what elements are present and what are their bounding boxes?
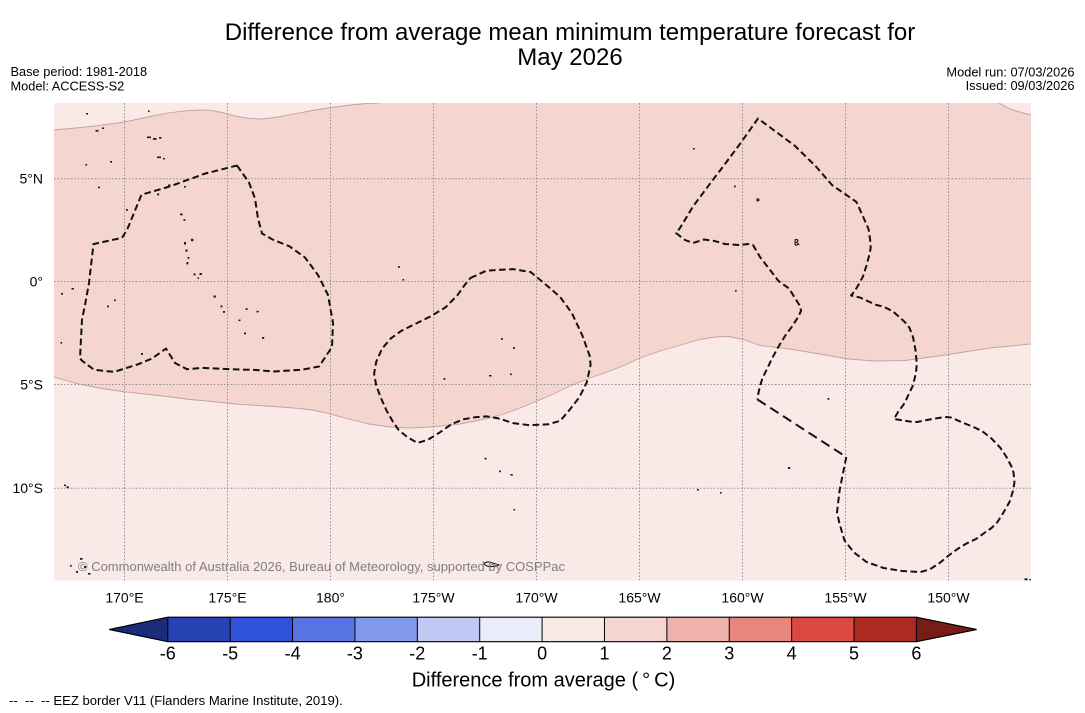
svg-text:170°W: 170°W (515, 589, 558, 605)
svg-text:3: 3 (724, 644, 734, 664)
svg-text:-2: -2 (409, 644, 425, 664)
svg-text:Issued: 09/03/2026: Issued: 09/03/2026 (966, 78, 1075, 93)
svg-text:175°E: 175°E (208, 589, 246, 605)
svg-text:155°W: 155°W (824, 589, 867, 605)
svg-text:150°W: 150°W (927, 589, 970, 605)
svg-text:Difference from average ( ° C): Difference from average ( ° C) (412, 670, 676, 692)
svg-text:180°: 180° (316, 589, 345, 605)
svg-text:4: 4 (787, 644, 797, 664)
svg-text:-4: -4 (285, 644, 301, 664)
svg-text:2: 2 (662, 644, 672, 664)
svg-text:6: 6 (911, 644, 921, 664)
svg-text:160°W: 160°W (721, 589, 764, 605)
svg-text:© Commonwealth of Australia 20: © Commonwealth of Australia 2026, Bureau… (78, 559, 565, 574)
svg-text:165°W: 165°W (618, 589, 661, 605)
svg-text:May 2026: May 2026 (517, 44, 622, 71)
svg-text:-1: -1 (472, 644, 488, 664)
svg-text:170°E: 170°E (105, 589, 143, 605)
svg-text:-6: -6 (160, 644, 176, 664)
svg-text:1: 1 (599, 644, 609, 664)
svg-text:175°W: 175°W (412, 589, 455, 605)
svg-text:-- -- -- EEZ border V11 (Fla: -- -- -- EEZ border V11 (Flanders Marine… (9, 693, 343, 708)
svg-text:Base period: 1981-2018: Base period: 1981-2018 (11, 64, 148, 79)
svg-text:5°S: 5°S (20, 377, 43, 393)
svg-text:0°: 0° (30, 274, 43, 290)
svg-text:Difference from average mean m: Difference from average mean minimum tem… (225, 19, 916, 46)
svg-text:5: 5 (849, 644, 859, 664)
svg-text:Model: ACCESS-S2: Model: ACCESS-S2 (11, 78, 125, 93)
svg-text:5°N: 5°N (20, 171, 44, 187)
svg-text:-3: -3 (347, 644, 363, 664)
svg-text:Model run: 07/03/2026: Model run: 07/03/2026 (946, 64, 1074, 79)
svg-text:10°S: 10°S (12, 480, 43, 496)
svg-text:-5: -5 (222, 644, 238, 664)
svg-text:0: 0 (537, 644, 547, 664)
